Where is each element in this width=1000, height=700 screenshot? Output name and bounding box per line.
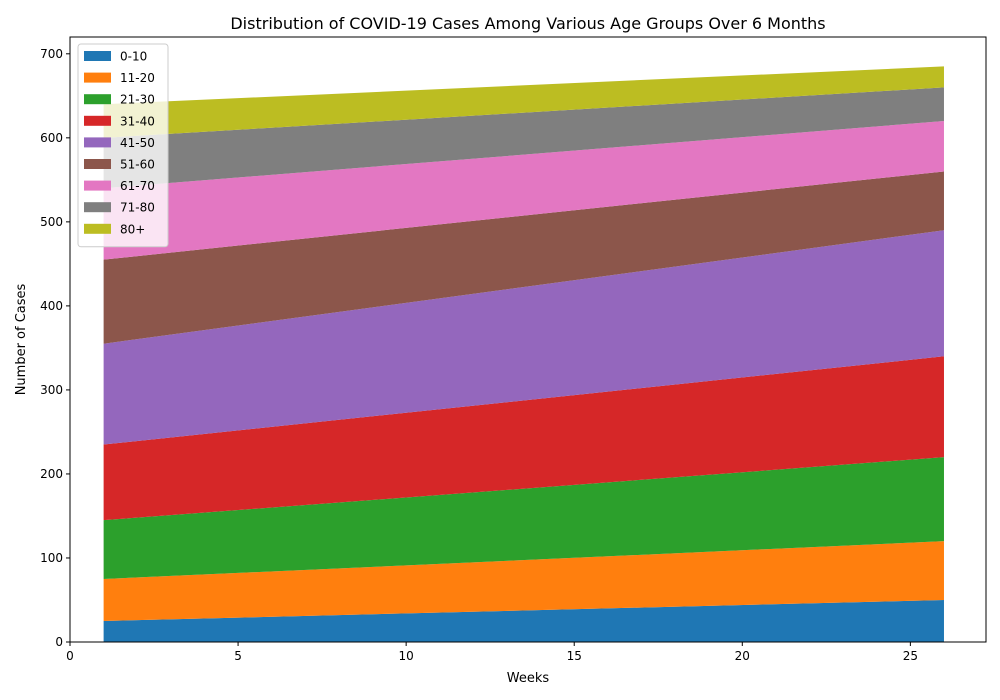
legend-swatch: [84, 115, 111, 126]
legend-swatch: [84, 202, 111, 213]
legend: 0-10 11-20 21-30 31-40 41-50 51-60 61-70 71-80 8…: [77, 43, 169, 248]
area-series-2: [103, 457, 944, 579]
legend-label: 41-50: [120, 136, 155, 150]
y-axis: 0 100 200 300 400 500 600 700: [40, 47, 70, 649]
area-series-3: [103, 356, 944, 521]
legend-label: 80+: [120, 222, 145, 236]
plot-frame: [69, 36, 987, 643]
legend-swatch: [84, 137, 111, 148]
legend-label: 0-10: [120, 50, 147, 64]
area-series-5: [103, 171, 944, 344]
area-series-7: [103, 87, 944, 189]
x-tick-label: 25: [903, 649, 918, 663]
legend-swatch: [84, 223, 111, 234]
y-tick-label: 200: [40, 467, 63, 481]
legend-swatch: [84, 180, 111, 191]
legend-label: 21-30: [120, 93, 155, 107]
legend-swatch: [84, 94, 111, 105]
y-tick-label: 400: [40, 299, 63, 313]
legend-label: 11-20: [120, 71, 155, 85]
area-series-8: [103, 66, 944, 138]
legend-swatch: [84, 51, 111, 61]
y-tick-label: 700: [40, 47, 63, 61]
chart-title: Distribution of COVID-19 Cases Among Var…: [230, 14, 825, 33]
x-tick-label: 15: [567, 649, 582, 663]
legend-swatch: [84, 72, 111, 83]
y-tick-label: 0: [55, 635, 63, 649]
legend-label: 71-80: [120, 201, 155, 215]
x-axis: 0 5 10 15 20 25: [66, 642, 918, 663]
legend-swatch: [84, 159, 111, 169]
legend-label: 31-40: [120, 114, 155, 128]
area-series-1: [103, 541, 944, 621]
area-series-6: [103, 121, 944, 260]
x-tick-label: 10: [399, 649, 414, 663]
y-tick-label: 600: [40, 131, 63, 145]
y-tick-label: 500: [40, 215, 63, 229]
area-series-4: [103, 230, 944, 445]
x-tick-label: 20: [735, 649, 750, 663]
x-axis-label: Weeks: [507, 671, 550, 686]
legend-label: 51-60: [120, 158, 155, 172]
y-tick-label: 100: [40, 551, 63, 565]
y-axis-label: Number of Cases: [14, 283, 29, 395]
area-series-0: [103, 599, 944, 642]
legend-label: 61-70: [120, 179, 155, 193]
x-tick-label: 0: [66, 649, 74, 663]
x-tick-label: 5: [234, 649, 242, 663]
area-layer: [103, 66, 944, 642]
y-tick-label: 300: [40, 383, 63, 397]
